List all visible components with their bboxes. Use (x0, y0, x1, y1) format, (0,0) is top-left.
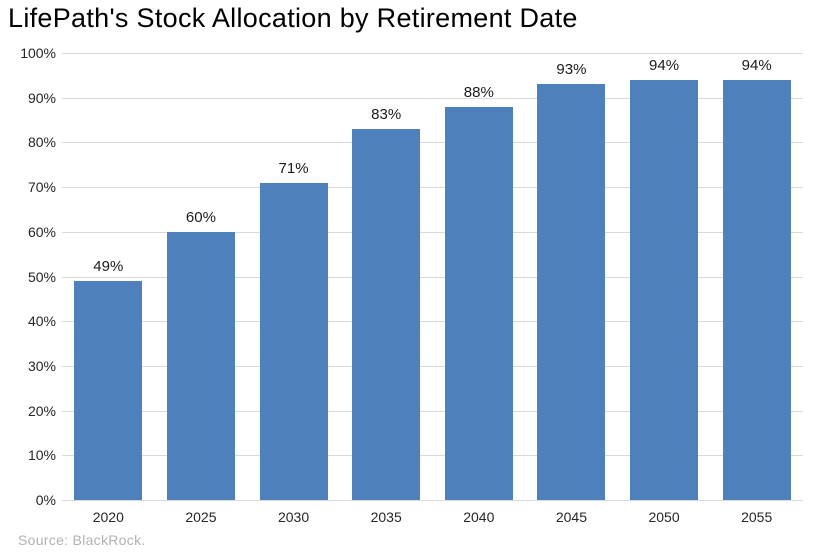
x-axis-tick-label: 2035 (370, 509, 402, 525)
x-axis-tick-label: 2055 (741, 509, 773, 525)
y-axis-tick-label: 20% (27, 402, 56, 419)
bar-value-label: 71% (278, 159, 309, 177)
y-axis-tick-label: 100% (20, 45, 56, 61)
x-axis-tick-label: 2050 (648, 509, 680, 525)
gridline (62, 500, 803, 501)
plot-area: 49% 60% 71% 83% 88% 93% 94% 94% (62, 53, 803, 501)
bar-value-label: 60% (185, 208, 216, 226)
gridline (62, 321, 803, 323)
y-axis-tick-label: 40% (27, 313, 56, 330)
x-axis-tick-label: 2020 (92, 509, 124, 525)
y-axis-tick-label: 10% (27, 447, 56, 464)
bar-2055 (722, 79, 791, 500)
gridline (62, 455, 803, 457)
gridline (62, 53, 803, 54)
y-axis-tick-label: 0% (35, 492, 56, 508)
x-axis-tick-label: 2040 (463, 509, 495, 525)
bar-2020 (74, 280, 143, 500)
gridline (62, 187, 803, 189)
y-axis-tick-label: 90% (27, 89, 56, 106)
bar-value-label: 94% (649, 56, 680, 74)
source-note: Source: BlackRock. (18, 532, 146, 548)
y-axis-tick-label: 60% (27, 223, 56, 240)
bar-value-label: 49% (93, 257, 124, 275)
y-axis-tick-label: 50% (27, 268, 56, 285)
gridline (62, 365, 803, 367)
gridline (62, 142, 803, 144)
x-axis-tick-label: 2045 (555, 509, 588, 525)
bar-2040 (444, 106, 513, 500)
x-axis-tick-label: 2030 (277, 509, 310, 525)
bar-value-label: 88% (463, 83, 494, 101)
bar-value-label: 93% (556, 61, 587, 79)
gridline (62, 97, 803, 99)
y-axis-tick-label: 80% (27, 134, 56, 151)
gridline (62, 276, 803, 278)
y-axis-tick-label: 70% (27, 179, 56, 196)
bar-2030 (259, 182, 328, 500)
bar-2045 (537, 84, 606, 500)
bar-2050 (630, 79, 699, 500)
x-axis-tick-label: 2025 (185, 509, 217, 525)
bar-2035 (352, 129, 421, 500)
chart-title: LifePath's Stock Allocation by Retiremen… (8, 3, 578, 33)
y-axis-tick-label: 30% (27, 357, 56, 374)
bar-value-label: 83% (371, 106, 402, 123)
bar-value-label: 94% (741, 56, 772, 74)
gridline (62, 231, 803, 233)
bar-2025 (166, 231, 235, 500)
gridline (62, 410, 803, 412)
